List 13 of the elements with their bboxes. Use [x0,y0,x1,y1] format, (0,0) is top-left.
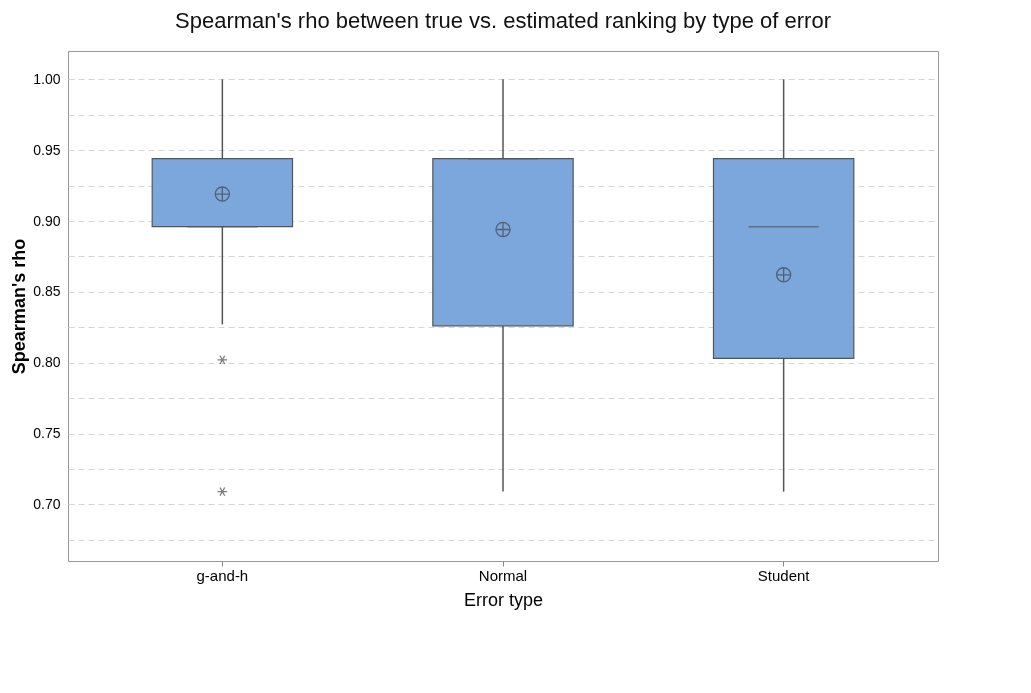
chart-title: Spearman's rho between true vs. estimated ranking by type of error [175,8,831,33]
y-tick-label: 1.00 [33,70,61,87]
y-tick-label: 0.80 [33,354,61,371]
y-tick-label: 0.85 [33,283,61,300]
y-tick-label: 0.90 [33,212,61,229]
x-tick-label: Student [757,566,811,584]
y-tick-label: 0.75 [33,425,61,441]
x-axis-title: Error type [463,589,544,610]
x-tick-label: g-and-h [196,566,249,584]
y-axis-title: Spearman's rho [9,238,30,375]
y-tick-label: 0.95 [33,141,61,158]
x-tick-label: Normal [478,566,528,584]
y-tick-label: 0.70 [33,495,61,512]
